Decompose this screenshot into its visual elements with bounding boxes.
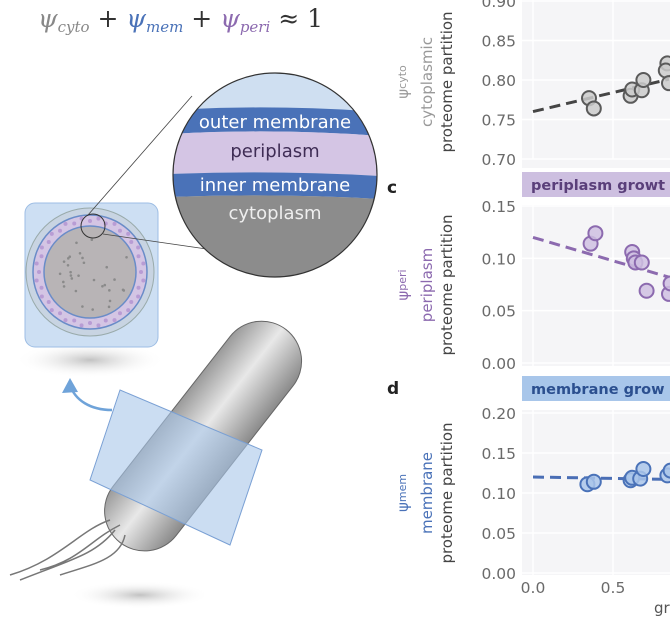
- y-tick-label: 0.20: [481, 405, 516, 423]
- svg-text:membrane grow: membrane grow: [531, 382, 664, 398]
- data-point: [633, 254, 650, 271]
- periplasm-label: periplasm: [230, 141, 319, 162]
- y-tick-label: 0.10: [481, 250, 516, 268]
- zoom-circle: outer membrane periplasm inner membrane …: [173, 73, 377, 277]
- data-point: [635, 461, 652, 477]
- data-point: [585, 473, 602, 490]
- data-point: [635, 72, 652, 88]
- equation: ψcyto + ψmem + ψperi ≈ 1: [38, 4, 323, 38]
- y-tick-label: 0.70: [481, 151, 516, 169]
- arrow-icon: [68, 384, 113, 412]
- svg-text:proteome partition: proteome partition: [438, 422, 456, 563]
- chart-panel-d: 0.00 0.05 0.10 0.15 0.20 0.0 0.5: [481, 405, 670, 597]
- svg-text:periplasm growt: periplasm growt: [531, 178, 665, 194]
- fit-line: [532, 77, 670, 114]
- y-tick-label: 0.05: [481, 303, 516, 321]
- panel-letter-d: d: [387, 379, 399, 399]
- y-tick-label: 0.00: [481, 565, 516, 583]
- panel-b-ylabel: ψcyto cytoplasmic proteome partition: [394, 11, 456, 152]
- x-tick-label: 0.5: [601, 579, 626, 597]
- panel-d-header: membrane grow: [522, 376, 670, 401]
- svg-text:membrane: membrane: [418, 452, 436, 534]
- data-point: [662, 462, 670, 479]
- cytoplasm-label: cytoplasm: [229, 203, 322, 224]
- panel-c-ylabel: ψperi periplasm proteome partition: [394, 214, 456, 355]
- panel-d-ylabel: ψmem membrane proteome partition: [394, 422, 456, 563]
- svg-text:ψmem: ψmem: [394, 474, 412, 512]
- svg-text:proteome partition: proteome partition: [438, 214, 456, 355]
- y-tick-label: 0.00: [481, 355, 516, 373]
- bacterium-illustration: [9, 320, 303, 609]
- inner-membrane-label: inner membrane: [200, 175, 351, 196]
- cross-section-diagram: [15, 95, 256, 378]
- outer-membrane-label: outer membrane: [199, 112, 351, 133]
- data-point: [661, 75, 670, 92]
- chart-panel-c: 0.00 0.05 0.10 0.15: [481, 198, 670, 373]
- svg-text:ψcyto + ψmem: ψcyto + ψmem + ψperi ≈ 1: [38, 4, 323, 38]
- y-tick-label: 0.80: [481, 72, 516, 90]
- y-tick-label: 0.75: [481, 112, 516, 130]
- y-tick-label: 0.15: [481, 445, 516, 463]
- data-point: [662, 275, 670, 292]
- x-tick-label: 0.0: [521, 579, 546, 597]
- panel-c-header: periplasm growt: [522, 172, 670, 197]
- svg-text:ψperi: ψperi: [394, 269, 412, 300]
- chart-panel-b: 0.70 0.75 0.80 0.85 0.90: [481, 0, 670, 169]
- panel-letter-c: c: [387, 178, 397, 198]
- svg-text:periplasm: periplasm: [418, 248, 436, 322]
- data-point: [585, 100, 602, 117]
- svg-text:cytoplasmic: cytoplasmic: [418, 37, 436, 127]
- svg-text:ψcyto: ψcyto: [394, 65, 412, 99]
- y-tick-label: 0.90: [481, 0, 516, 11]
- y-tick-label: 0.85: [481, 33, 516, 51]
- data-point: [638, 282, 655, 299]
- fit-line: [532, 235, 670, 279]
- fit-line: [532, 475, 670, 481]
- svg-text:proteome partition: proteome partition: [438, 11, 456, 152]
- y-tick-label: 0.15: [481, 198, 516, 216]
- data-point: [587, 225, 604, 242]
- y-tick-label: 0.10: [481, 485, 516, 503]
- y-tick-label: 0.05: [481, 525, 516, 543]
- x-axis-label: gr: [654, 599, 670, 617]
